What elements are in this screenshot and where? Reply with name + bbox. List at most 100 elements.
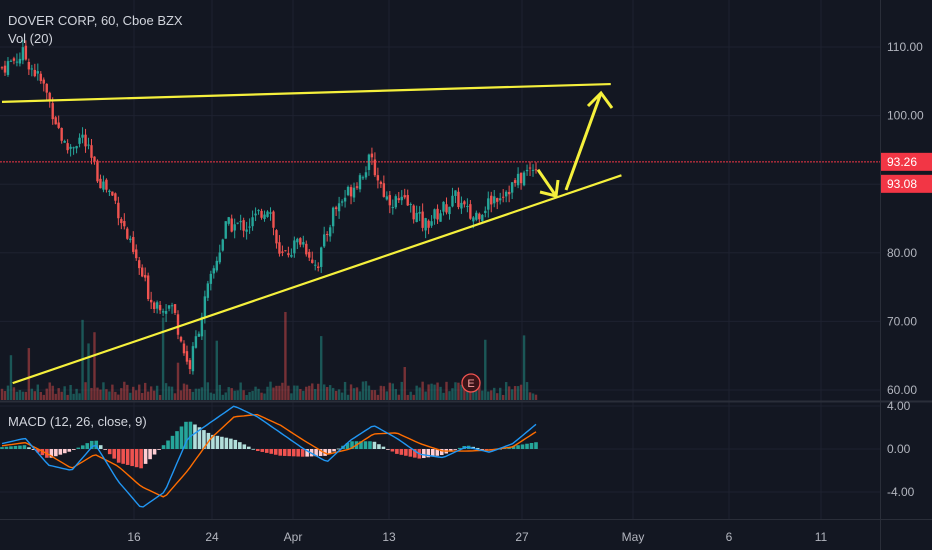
candle-body <box>513 180 517 183</box>
volume-bar <box>296 385 299 400</box>
candle-body <box>331 207 335 227</box>
macd-histogram-bar <box>377 444 381 449</box>
volume-bar <box>185 384 189 400</box>
candle-body <box>212 268 216 274</box>
volume-bar <box>72 393 75 400</box>
volume-bar <box>60 391 63 400</box>
macd-tick-label: 0.00 <box>887 442 911 456</box>
candle-body <box>108 190 111 192</box>
candle-body <box>152 302 156 310</box>
candle-body <box>21 47 25 61</box>
macd-histogram-bar <box>148 449 152 460</box>
macd-histogram-bar <box>291 449 296 457</box>
candle-body <box>245 229 248 232</box>
volume-bar <box>39 391 42 400</box>
volume-bar <box>117 394 120 400</box>
volume-bar <box>45 388 48 400</box>
macd-histogram-bar <box>27 447 31 449</box>
arrow-up-head-icon <box>586 90 614 109</box>
candle-body <box>129 238 132 241</box>
volume-bar <box>409 391 412 400</box>
volume-bar <box>475 383 478 400</box>
candle-body <box>24 45 28 60</box>
candle-body <box>146 275 150 300</box>
volume-bar <box>263 393 266 400</box>
price-tick-label: 110.00 <box>887 40 923 54</box>
candle-body <box>158 305 162 311</box>
macd-tick-label: -4.00 <box>887 485 915 499</box>
volume-bar <box>266 386 269 400</box>
candle-body <box>236 222 239 224</box>
volume-bar <box>194 388 198 400</box>
macd-histogram-bar <box>229 438 233 449</box>
candle-body <box>391 207 395 209</box>
macd-histogram-bar <box>318 449 323 457</box>
macd-histogram-bar <box>480 449 484 450</box>
candle-body <box>263 214 266 219</box>
candle-body <box>457 191 460 208</box>
volume-bar <box>499 387 502 400</box>
candle-body <box>448 206 451 215</box>
candle-body <box>102 181 105 190</box>
macd-histogram-bar <box>395 449 399 454</box>
candle-body <box>451 195 454 207</box>
volume-bar <box>448 391 451 400</box>
candle-body <box>433 209 436 219</box>
candle-body <box>54 117 57 125</box>
candle-body <box>0 67 4 69</box>
candle-body <box>337 203 341 212</box>
candle-body <box>439 213 442 222</box>
candle-body <box>200 316 204 337</box>
volume-bar <box>78 393 81 400</box>
volume-bar <box>215 340 218 400</box>
channel-upper-line <box>1 82 611 103</box>
candle-body <box>305 243 308 255</box>
macd-histogram-bar <box>390 449 395 452</box>
macd-histogram-bar <box>63 449 67 454</box>
candle-body <box>18 58 22 64</box>
volume-bar <box>334 390 338 400</box>
time-tick-label: 13 <box>382 530 396 544</box>
volume-bar <box>361 381 365 400</box>
candle-body <box>191 346 195 372</box>
candle-body <box>197 333 201 337</box>
volume-bar <box>394 389 397 400</box>
volume-legend: Vol (20) <box>8 31 53 46</box>
macd-histogram-bar <box>413 449 417 458</box>
candle-body <box>248 226 251 228</box>
candle-body <box>60 127 63 141</box>
macd-histogram-bar <box>529 442 534 449</box>
macd-histogram-bar <box>0 447 4 449</box>
macd-histogram-bar <box>184 421 188 449</box>
volume-bar <box>6 385 10 400</box>
volume-bar <box>317 383 320 400</box>
candle-body <box>388 195 392 206</box>
candle-body <box>454 190 457 196</box>
candle-body <box>111 191 114 196</box>
volume-bar <box>325 387 329 400</box>
candle-body <box>123 220 126 227</box>
candle-body <box>266 211 269 217</box>
volume-bar <box>519 384 523 400</box>
time-tick-label: 11 <box>815 530 828 544</box>
volume-bar <box>510 389 514 400</box>
volume-bar <box>516 386 520 400</box>
candle-body <box>78 137 81 144</box>
volume-bar <box>254 386 257 400</box>
volume-bar <box>478 381 481 400</box>
volume-bar <box>397 394 400 400</box>
volume-bar <box>400 381 403 400</box>
volume-bar <box>349 384 353 400</box>
volume-bar <box>364 381 368 400</box>
volume-bar <box>457 382 460 400</box>
macd-histogram-bar <box>305 449 309 457</box>
candle-body <box>203 296 207 318</box>
macd-histogram-bar <box>336 448 341 450</box>
macd-histogram-bar <box>332 449 336 452</box>
candle-body <box>96 160 99 182</box>
macd-histogram-bar <box>103 449 108 450</box>
macd-histogram-bar <box>49 449 54 458</box>
volume-bar <box>352 388 356 400</box>
candle-body <box>534 169 538 171</box>
volume-bar <box>343 381 347 400</box>
